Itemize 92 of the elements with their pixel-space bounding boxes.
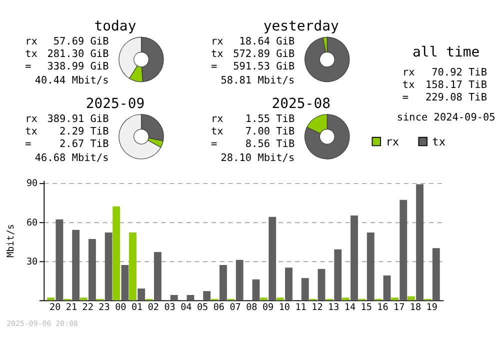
x-tick-label: 20 [50, 302, 61, 313]
bar [268, 216, 276, 300]
bar [383, 275, 391, 300]
x-tick-label: 05 [196, 302, 208, 313]
text: 40.44 Mbit/s [34, 76, 109, 87]
text: rx 18.64 GiB [210, 36, 295, 48]
x-tick-label: 00 [115, 302, 126, 313]
x-tick-label: 15 [360, 302, 372, 313]
bar [47, 298, 55, 300]
x-tick-label: 07 [230, 302, 241, 313]
bar [203, 291, 211, 300]
text: = 8.56 TiB [210, 138, 295, 150]
bar [276, 298, 284, 300]
text: tx 281.30 GiB [25, 49, 109, 60]
x-tick-label: 03 [164, 302, 176, 313]
y-tick-label: 60 [26, 217, 38, 228]
chart-title: today [94, 18, 136, 35]
bar [342, 298, 350, 300]
bar [400, 200, 408, 300]
bar [334, 249, 342, 300]
x-tick-label: 22 [82, 302, 94, 313]
y-axis-title: Mbit/s [5, 224, 16, 258]
x-tick-label: 09 [262, 302, 274, 313]
text: tx 2.29 TiB [25, 126, 109, 138]
bar [252, 279, 260, 300]
donut-slice [118, 114, 162, 160]
bar [56, 219, 64, 300]
bar [236, 260, 244, 300]
donut-slice [304, 36, 350, 82]
bar [285, 268, 292, 300]
text: rx 57.69 GiB [25, 36, 109, 48]
x-tick-label: 19 [426, 302, 438, 313]
text: tx 7.00 TiB [210, 126, 295, 138]
x-tick-label: 14 [344, 302, 356, 313]
x-tick-label: 04 [180, 302, 192, 313]
bar [88, 238, 96, 300]
bar [318, 268, 326, 300]
bar [260, 298, 268, 300]
text: = 2.67 TiB [25, 138, 109, 150]
y-tick-label: 30 [26, 256, 38, 268]
donut-slice [304, 114, 350, 160]
x-tick-label: 23 [98, 302, 110, 313]
x-tick-label: 16 [377, 302, 388, 313]
bar [170, 295, 178, 300]
bar [121, 265, 129, 300]
text: 2025-09-06 20:08 [6, 319, 78, 328]
text: = 229.08 TiB [402, 92, 487, 104]
text: 28.10 Mbit/s [220, 152, 295, 164]
bar [366, 232, 374, 300]
bar [301, 278, 309, 300]
text: tx 572.89 GiB [210, 49, 295, 60]
y-tick-label: 90 [26, 178, 38, 190]
bar [220, 265, 227, 300]
text: 58.81 Mbit/s [220, 76, 295, 87]
x-tick-label: 13 [328, 302, 340, 313]
x-tick-label: 01 [131, 302, 143, 313]
bar [104, 232, 112, 300]
x-tick-label: 12 [312, 302, 323, 313]
legend-label: rx [386, 135, 400, 148]
chart-title: yesterday [263, 18, 339, 35]
x-tick-label: 21 [66, 302, 78, 313]
text: all time [412, 44, 480, 61]
chart-title: 2025-09 [86, 96, 145, 112]
bar [154, 252, 162, 300]
x-tick-label: 08 [246, 302, 258, 313]
chart-title: 2025-08 [272, 96, 330, 112]
bar [407, 296, 415, 300]
text: since 2024-09-05 [396, 112, 496, 124]
bar [416, 184, 424, 300]
bar [350, 216, 358, 300]
x-tick-label: 18 [410, 302, 422, 313]
bar [432, 248, 440, 300]
text: rx 389.91 GiB [25, 114, 109, 125]
bar [72, 230, 80, 300]
text: rx 1.55 TiB [210, 114, 295, 125]
bar [129, 232, 136, 300]
text: tx 158.17 TiB [402, 80, 487, 91]
bar [391, 298, 398, 300]
x-tick-label: 06 [213, 302, 225, 313]
bar [138, 288, 146, 300]
text: 46.68 Mbit/s [34, 152, 109, 164]
x-tick-label: 02 [148, 302, 160, 313]
x-tick-label: 17 [393, 302, 405, 313]
x-tick-label: 11 [295, 302, 306, 313]
bar [112, 206, 120, 300]
text: = 338.99 GiB [25, 62, 109, 73]
text: = 591.53 GiB [210, 62, 295, 73]
bar [80, 298, 88, 300]
bar [186, 295, 194, 300]
legend-label: tx [432, 135, 446, 148]
text: rx 70.92 TiB [402, 67, 487, 78]
x-tick-label: 10 [278, 302, 290, 313]
